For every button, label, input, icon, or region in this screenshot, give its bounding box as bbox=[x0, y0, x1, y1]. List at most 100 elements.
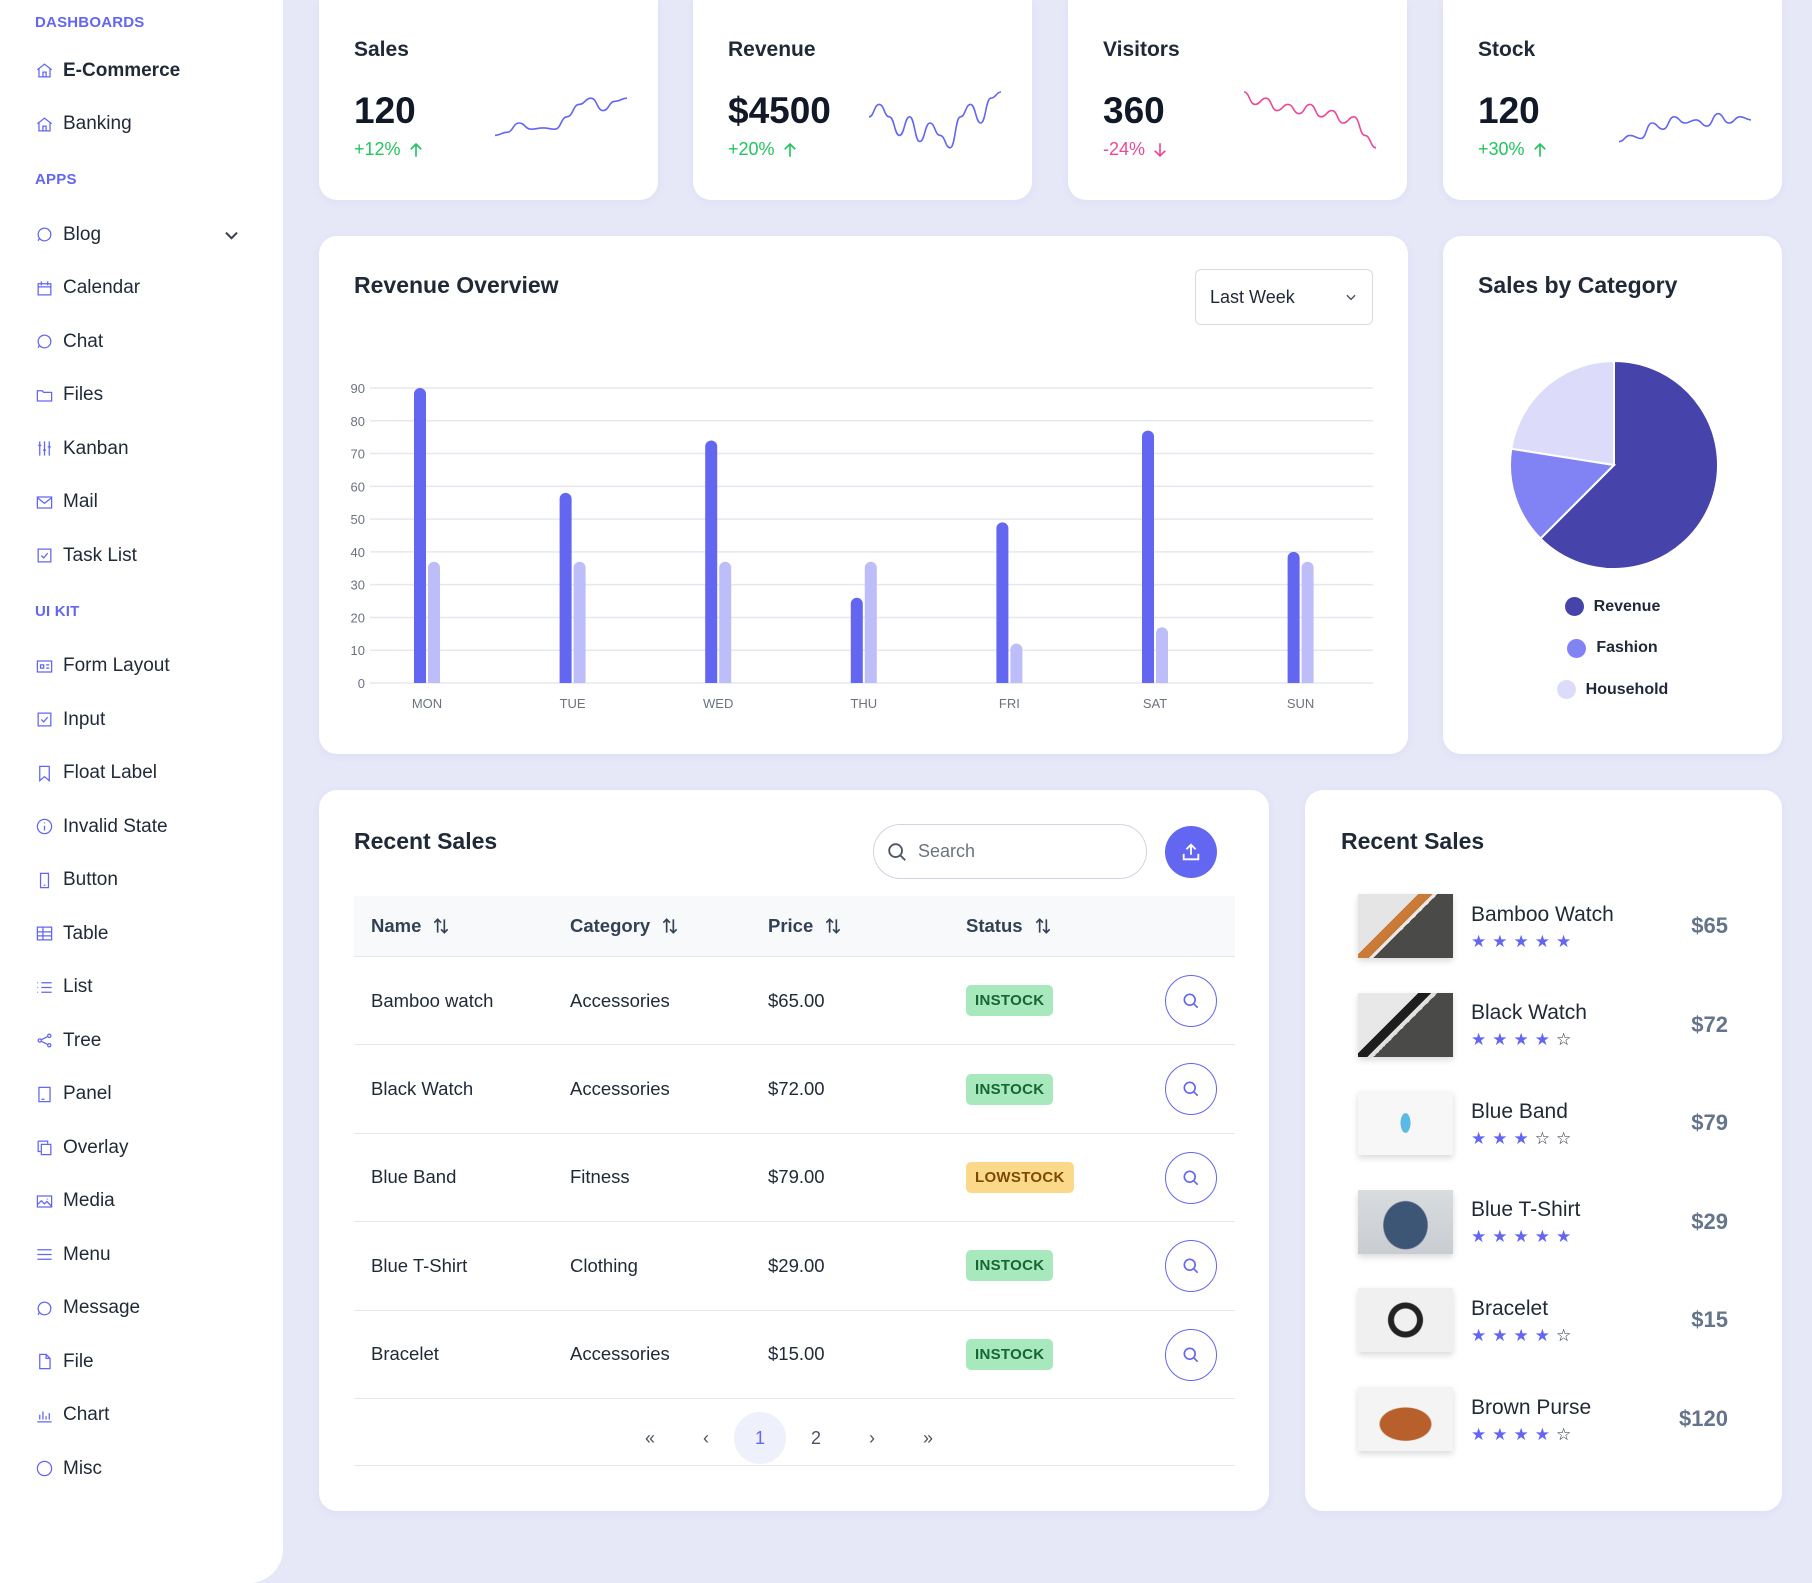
column-header-category[interactable]: Category bbox=[570, 915, 680, 937]
stat-change: +30% bbox=[1478, 139, 1549, 160]
stat-title: Sales bbox=[354, 38, 409, 61]
page-button-1[interactable]: 1 bbox=[734, 1412, 786, 1464]
prev-page-button[interactable]: ‹ bbox=[703, 1427, 709, 1448]
sidebar-item-misc[interactable]: Misc bbox=[35, 1442, 250, 1496]
bookmark-icon bbox=[39, 765, 50, 782]
view-row-button[interactable] bbox=[1165, 1063, 1217, 1116]
stat-change: -24% bbox=[1103, 139, 1169, 160]
sidebar-item-menu[interactable]: Menu bbox=[35, 1228, 250, 1282]
sidebar-item-table[interactable]: Table bbox=[35, 907, 250, 961]
column-header-label: Status bbox=[966, 915, 1023, 936]
view-row-button[interactable] bbox=[1165, 1328, 1217, 1381]
stat-change-value: -24% bbox=[1103, 139, 1146, 159]
cell-status: INSTOCK bbox=[966, 985, 1054, 1017]
column-header-status[interactable]: Status bbox=[966, 915, 1053, 937]
page-button-2[interactable]: 2 bbox=[810, 1427, 821, 1448]
bar-thu-series-1 bbox=[850, 597, 863, 683]
stat-card-revenue: Revenue $4500 +20% bbox=[693, 0, 1032, 200]
star-empty-icon: ☆ bbox=[1556, 1030, 1572, 1050]
sidebar-item-input[interactable]: Input bbox=[35, 693, 250, 747]
revenue-bar-chart: 0 10 20 30 40 50 60 70 80 90 MON TUE WED THU FRI SAT SUN bbox=[351, 381, 1373, 711]
sidebar-item-label: Button bbox=[63, 869, 118, 891]
sidebar-item-list[interactable]: List bbox=[35, 961, 250, 1015]
stat-card-stock: Stock 120 +30% bbox=[1443, 0, 1782, 200]
folder-icon bbox=[36, 389, 53, 402]
cell-price: $29.00 bbox=[768, 1254, 825, 1276]
sidebar-item-media[interactable]: Media bbox=[35, 1175, 250, 1229]
column-header-price[interactable]: Price bbox=[768, 915, 843, 937]
sidebar-item-tree[interactable]: Tree bbox=[35, 1014, 250, 1068]
sales-by-category-card: Sales by Category Revenue Fashion Househol… bbox=[1443, 236, 1782, 754]
sidebar-item-label: Chat bbox=[63, 330, 104, 352]
search-input[interactable] bbox=[918, 841, 1118, 862]
sidebar-item-mail[interactable]: Mail bbox=[35, 476, 250, 530]
sidebar-item-task-list[interactable]: Task List bbox=[35, 529, 250, 583]
product-name: Black Watch bbox=[1471, 1001, 1587, 1025]
sidebar-heading: APPS bbox=[35, 171, 77, 188]
upload-button[interactable] bbox=[1165, 826, 1217, 878]
pagination: « ‹ 1 2 › » bbox=[354, 1410, 1235, 1466]
view-row-button[interactable] bbox=[1165, 975, 1217, 1027]
sidebar-item-panel[interactable]: Panel bbox=[35, 1068, 250, 1122]
table-row: Bamboo watch Accessories $65.00 INSTOCK bbox=[354, 957, 1235, 1046]
product-list-item[interactable]: Black Watch ★ ★ ★ ★ ☆ $72 bbox=[1358, 992, 1728, 1057]
sidebar-item-files[interactable]: Files bbox=[35, 369, 250, 423]
sidebar-item-blog[interactable]: Blog bbox=[35, 208, 250, 262]
sidebar-item-label: E-Commerce bbox=[63, 59, 181, 81]
sidebar-item-kanban[interactable]: Kanban bbox=[35, 422, 250, 476]
sidebar-item-banking[interactable]: Banking bbox=[35, 98, 250, 152]
star-filled-icon: ★ bbox=[1534, 1424, 1550, 1444]
sidebar-item-message[interactable]: Message bbox=[35, 1282, 250, 1336]
star-filled-icon: ★ bbox=[1513, 1128, 1529, 1148]
last-page-button[interactable]: » bbox=[922, 1427, 933, 1448]
bar-mon-series-1 bbox=[414, 388, 426, 683]
cell-name: Blue T-Shirt bbox=[371, 1254, 468, 1276]
sidebar-item-invalid-state[interactable]: Invalid State bbox=[35, 800, 250, 854]
cell-name: Bracelet bbox=[371, 1343, 439, 1365]
product-list-item[interactable]: Blue Band ★ ★ ★ ☆ ☆ $79 bbox=[1358, 1091, 1728, 1156]
column-header-label: Category bbox=[570, 915, 651, 936]
sparkline bbox=[1618, 112, 1752, 143]
sidebar-item-e-commerce[interactable]: E-Commerce bbox=[35, 44, 250, 98]
bar-tue-series-1 bbox=[559, 492, 572, 683]
product-info: Blue T-Shirt ★ ★ ★ ★ ★ bbox=[1471, 1198, 1580, 1245]
sidebar-item-button[interactable]: Button bbox=[35, 854, 250, 908]
id-card-icon bbox=[36, 660, 53, 673]
sparkline bbox=[1243, 91, 1377, 149]
legend-item: Household bbox=[1443, 680, 1782, 699]
sidebar-item-label: Calendar bbox=[63, 277, 141, 299]
star-filled-icon: ★ bbox=[1534, 1325, 1550, 1345]
view-row-button[interactable] bbox=[1165, 1151, 1217, 1204]
sidebar-item-float-label[interactable]: Float Label bbox=[35, 747, 250, 801]
view-row-button[interactable] bbox=[1165, 1240, 1217, 1293]
range-dropdown[interactable]: Last Week bbox=[1195, 269, 1373, 325]
bar-fri-series-1 bbox=[996, 522, 1009, 683]
chevron-down-icon bbox=[225, 231, 238, 240]
next-page-button[interactable]: › bbox=[869, 1427, 875, 1448]
product-list-item[interactable]: Bracelet ★ ★ ★ ★ ☆ $15 bbox=[1358, 1288, 1728, 1353]
sidebar-item-chart[interactable]: Chart bbox=[35, 1389, 250, 1443]
product-list-item[interactable]: Brown Purse ★ ★ ★ ★ ☆ $120 bbox=[1358, 1387, 1728, 1451]
sidebar-item-chat[interactable]: Chat bbox=[35, 315, 250, 369]
cell-status: INSTOCK bbox=[966, 1073, 1054, 1105]
first-page-button[interactable]: « bbox=[644, 1427, 655, 1448]
product-list-item[interactable]: Bamboo Watch ★ ★ ★ ★ ★ $65 bbox=[1358, 894, 1728, 958]
product-info: Bracelet ★ ★ ★ ★ ☆ bbox=[1471, 1297, 1571, 1344]
sidebar-item-calendar[interactable]: Calendar bbox=[35, 262, 250, 316]
x-tick-label: SUN bbox=[1287, 696, 1314, 711]
column-header-name[interactable]: Name bbox=[371, 915, 451, 937]
sidebar-item-form-layout[interactable]: Form Layout bbox=[35, 640, 250, 694]
sidebar-heading: UI KIT bbox=[35, 602, 80, 620]
product-rating: ★ ★ ★ ★ ★ bbox=[1471, 1228, 1580, 1245]
sidebar-item-label: Float Label bbox=[63, 762, 158, 784]
status-badge: INSTOCK bbox=[966, 1338, 1054, 1370]
product-list-item[interactable]: Blue T-Shirt ★ ★ ★ ★ ★ $29 bbox=[1358, 1189, 1728, 1254]
product-price: $72 bbox=[1691, 1011, 1728, 1037]
sidebar-item-file[interactable]: File bbox=[35, 1335, 250, 1389]
bar-wed-series-1 bbox=[705, 440, 718, 683]
search-field[interactable] bbox=[873, 824, 1147, 879]
copy-icon bbox=[37, 1140, 52, 1156]
sidebar-item-overlay[interactable]: Overlay bbox=[35, 1121, 250, 1175]
bar-sat-series-2 bbox=[1156, 627, 1168, 683]
product-rating: ★ ★ ★ ★ ☆ bbox=[1471, 1031, 1587, 1048]
